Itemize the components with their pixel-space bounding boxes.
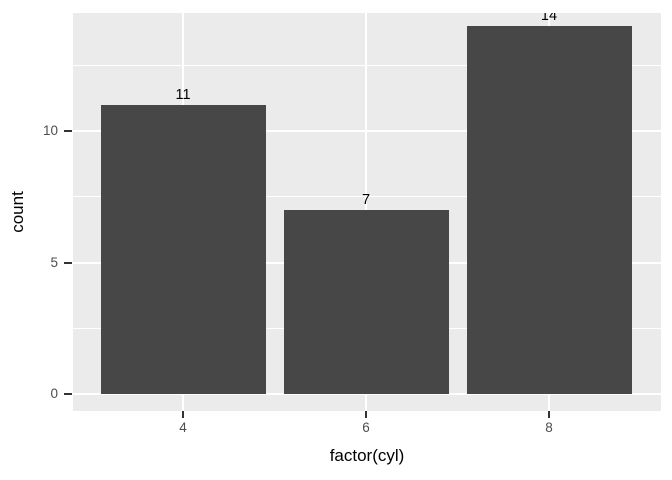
x-tick-mark — [365, 411, 367, 418]
y-tick-mark — [64, 261, 72, 264]
y-tick-label: 10 — [42, 123, 58, 138]
x-tick-label: 6 — [362, 420, 370, 435]
bar — [283, 209, 449, 394]
gridline-major-y — [73, 393, 661, 395]
bar — [100, 104, 266, 394]
y-tick-mark — [64, 130, 72, 132]
x-tick-label: 8 — [545, 420, 553, 435]
bar-value-label: 7 — [361, 191, 371, 208]
bar-value-label: 14 — [540, 13, 558, 24]
gridline-minor-y — [73, 64, 661, 66]
x-tick-mark — [182, 411, 184, 418]
x-tick-label: 4 — [179, 420, 187, 435]
gridline-minor-y — [73, 196, 661, 198]
x-axis-title: factor(cyl) — [329, 446, 405, 465]
y-tick-label: 0 — [50, 386, 58, 401]
bar-value-label: 11 — [175, 86, 191, 103]
y-tick-label: 5 — [50, 254, 58, 270]
x-tick-mark — [548, 411, 550, 418]
plot-panel: 11 7 14 — [73, 13, 661, 411]
y-axis-title: count — [8, 191, 27, 233]
bar — [466, 25, 632, 394]
gridline-major-y — [73, 130, 661, 132]
y-tick-mark — [64, 393, 72, 395]
